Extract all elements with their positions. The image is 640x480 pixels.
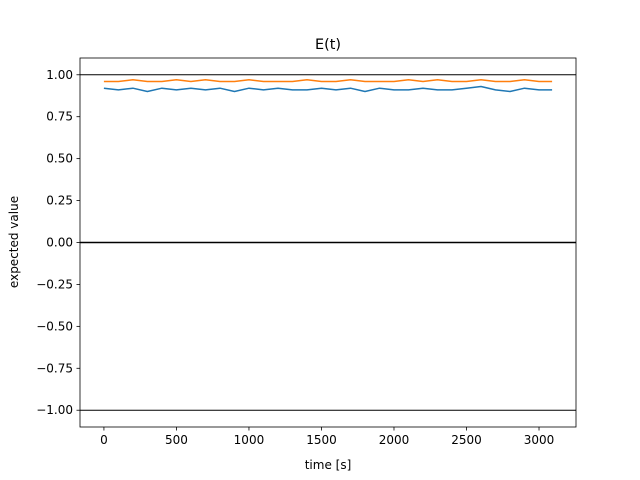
x-tick-label: 3000: [524, 433, 555, 447]
x-tick-label: 0: [100, 433, 108, 447]
y-tick-label: −0.50: [36, 319, 73, 333]
plot-area: 0 500 1000 1500 2000 2500 3000 1.00 0.75 0.50 0.25…: [36, 57, 577, 447]
x-axis-label: time [s]: [305, 458, 352, 472]
y-tick-label: −0.25: [36, 277, 73, 291]
series-line-1: [103, 79, 553, 83]
y-tick-label: 0.25: [46, 194, 73, 208]
x-tick-label: 1000: [234, 433, 265, 447]
y-tick-label: −0.75: [36, 361, 73, 375]
y-tick-label: −1.00: [36, 403, 73, 417]
x-tick-label: 2500: [451, 433, 482, 447]
series-line-0: [103, 85, 553, 93]
y-axis-label: expected value: [7, 196, 21, 288]
chart-title: E(t): [315, 37, 341, 53]
x-tick-label: 500: [165, 433, 188, 447]
y-tick-label: 0.50: [46, 152, 73, 166]
x-tick-label: 1500: [306, 433, 337, 447]
y-tick-label: 0.00: [46, 236, 73, 250]
y-tick-label: 1.00: [46, 68, 73, 82]
x-tick-label: 2000: [379, 433, 410, 447]
y-tick-label: 0.75: [46, 110, 73, 124]
